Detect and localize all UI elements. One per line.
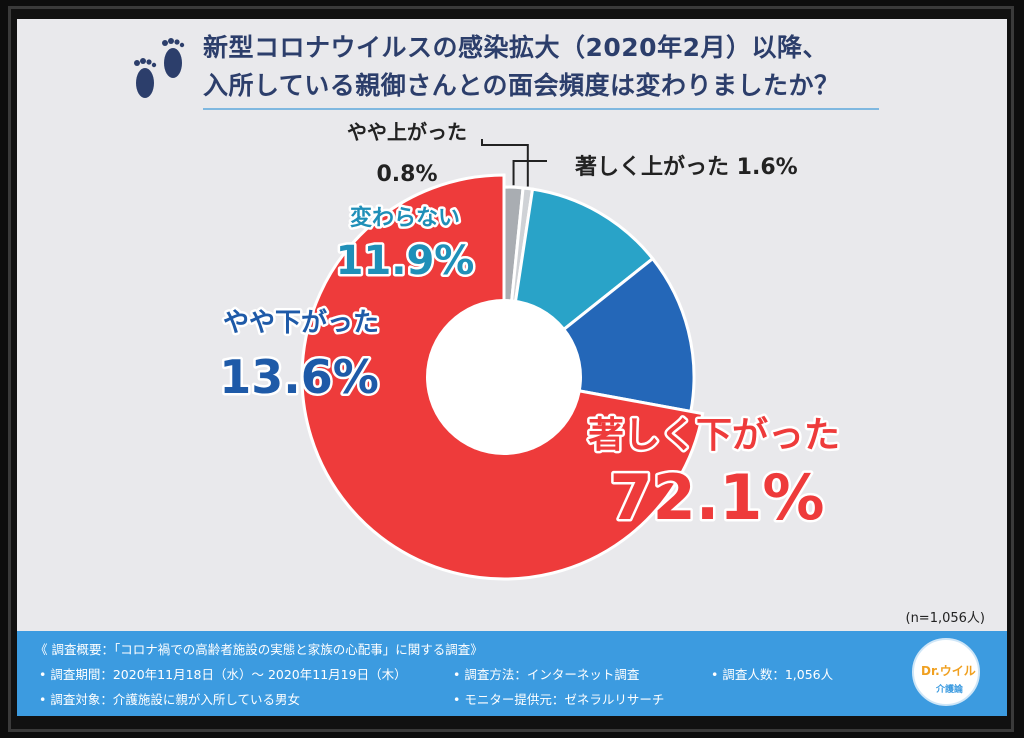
label-value-slice-3: 11.9% xyxy=(336,238,475,284)
title-line-1: 新型コロナウイルスの感染拡大（2020年2月）以降、 xyxy=(203,33,828,62)
survey-period: • 調査期間：2020年11月18日（水）～ 2020年11月19日（木） xyxy=(39,667,407,682)
label-value-slice-4: 13.6% xyxy=(219,350,379,404)
infographic-panel: 新型コロナウイルスの感染拡大（2020年2月）以降、 入所している親御さんとの面… xyxy=(17,19,1007,716)
label-slice-1: 著しく上がった 1.6% xyxy=(574,154,798,180)
survey-summary-heading: 《 調査概要：「コロナ禍での高齢者施設の実態と家族の心配事」に関する調査》 xyxy=(35,642,483,657)
title-line-2: 入所している親御さんとの面会頻度は変わりましたか？ xyxy=(203,71,840,100)
survey-count: • 調査人数：1,056人 xyxy=(711,667,834,682)
label-category-slice-4: やや下がった xyxy=(223,307,379,338)
dr-will-logo: Dr.ウイル 介護論 xyxy=(912,638,980,706)
donut-hole xyxy=(426,299,582,455)
sample-size-note: (n=1,056人) xyxy=(905,611,986,626)
leader-line-slice-1 xyxy=(512,160,547,186)
donut-chart: 著しく上がった 1.6% やや上がった 0.8% 変わらない 11.9% やや下がった 13… xyxy=(217,120,843,581)
label-category-slice-5: 著しく下がった xyxy=(588,415,840,456)
chart-title: 新型コロナウイルスの感染拡大（2020年2月）以降、 入所している親御さんとの面… xyxy=(203,29,963,105)
footprints-icon xyxy=(134,38,185,98)
label-category-slice-3: 変わらない xyxy=(350,205,460,231)
title-underline xyxy=(203,108,879,110)
survey-summary-footer: 《 調査概要：「コロナ禍での高齢者施設の実態と家族の心配事」に関する調査》 • … xyxy=(17,631,1007,716)
survey-target: • 調査対象：介護施設に親が入所している男女 xyxy=(39,692,300,707)
label-value-slice-5: 72.1% xyxy=(609,461,824,534)
logo-text: Dr.ウイル xyxy=(921,664,976,678)
label-value-slice-2: 0.8% xyxy=(376,162,437,187)
survey-provider: • モニター提供元：ゼネラルリサーチ xyxy=(453,692,665,707)
leader-line-slice-2 xyxy=(481,139,529,187)
logo-subtext: 介護論 xyxy=(936,685,964,695)
label-category-slice-2: やや上がった xyxy=(347,120,467,144)
survey-method: • 調査方法：インターネット調査 xyxy=(453,667,640,682)
